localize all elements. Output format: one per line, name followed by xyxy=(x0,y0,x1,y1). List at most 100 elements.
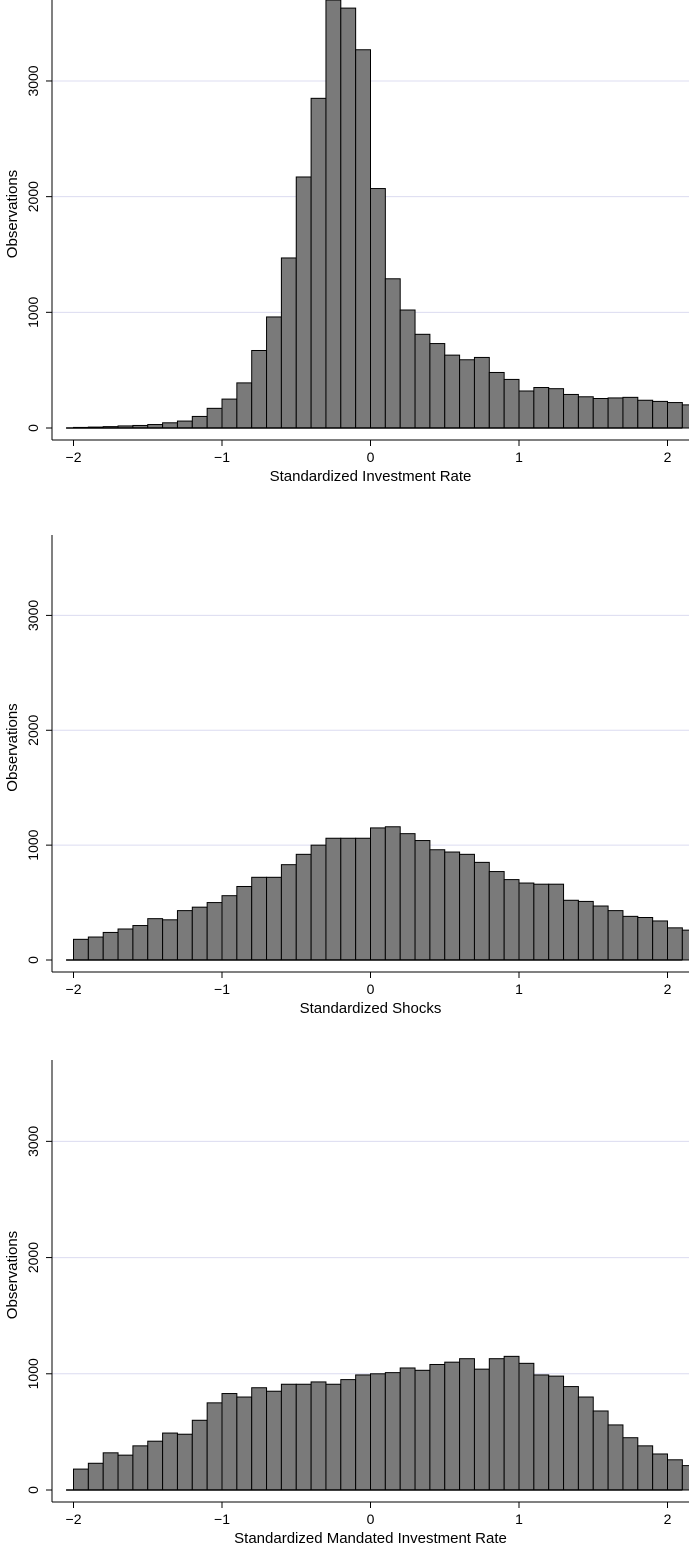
histogram-bar xyxy=(221,895,238,961)
y-tick-label: 2000 xyxy=(25,181,41,212)
y-axis-title: Observations xyxy=(4,703,21,791)
x-tick-label: 0 xyxy=(367,981,375,997)
histogram-bar xyxy=(325,837,342,961)
histogram-bar xyxy=(87,1462,104,1491)
histogram-bar xyxy=(87,936,104,961)
histogram-bar xyxy=(176,910,193,961)
histogram-bar xyxy=(681,1465,689,1491)
histogram-bar xyxy=(429,849,446,961)
y-tick-label: 1000 xyxy=(25,829,41,860)
histogram-bar xyxy=(325,1383,342,1491)
histogram-bar xyxy=(607,1424,624,1491)
histogram-bar xyxy=(622,396,639,429)
histogram-bar xyxy=(162,422,178,429)
histogram-bar xyxy=(429,1363,446,1491)
histogram-bar xyxy=(147,918,164,961)
x-tick-label: −1 xyxy=(214,1511,230,1527)
histogram-bar xyxy=(191,415,208,429)
histogram-bar xyxy=(117,928,134,961)
x-tick-label: −1 xyxy=(214,449,230,465)
x-axis-title: Standardized Mandated Investment Rate xyxy=(234,1530,507,1547)
histogram-bar xyxy=(444,1361,461,1491)
histogram-bar xyxy=(399,833,416,961)
histogram-bar xyxy=(251,876,268,961)
histogram-bar xyxy=(355,1374,371,1491)
histogram-bar xyxy=(176,420,193,429)
histogram-bar xyxy=(355,837,371,961)
histogram-bar xyxy=(444,851,461,961)
histogram-bar xyxy=(280,864,297,961)
histogram-bar xyxy=(459,359,475,429)
histogram-bar xyxy=(340,7,357,429)
histogram-bar xyxy=(667,402,683,429)
histogram-bar xyxy=(414,1369,431,1491)
histogram-bar xyxy=(310,1381,327,1491)
histogram-bar xyxy=(563,899,579,961)
histogram-bar xyxy=(414,840,431,961)
histogram-bar xyxy=(577,396,594,429)
histogram-bar xyxy=(429,343,446,429)
x-tick-label: 0 xyxy=(367,1511,375,1527)
histogram-bar xyxy=(221,398,238,429)
histogram-bar xyxy=(191,906,208,961)
histogram-bar xyxy=(592,905,609,961)
chart-panel-3: 0 1000 2000 3000 −2 −1 0 1 2 Standardized Mandate… xyxy=(4,1060,689,1547)
histogram-bar xyxy=(607,397,624,429)
histogram-bar xyxy=(473,356,490,429)
histogram-bar xyxy=(384,826,401,961)
histogram-bar xyxy=(73,938,89,961)
histogram-bar xyxy=(667,927,683,961)
histogram-bar xyxy=(236,1396,253,1491)
histogram-bar xyxy=(652,920,669,961)
histogram-bar xyxy=(132,1445,149,1491)
histogram-bar xyxy=(295,1383,312,1491)
histogram-bar xyxy=(503,378,520,429)
histogram-bar xyxy=(652,1453,669,1491)
histogram-bar xyxy=(473,861,490,961)
y-tick-label: 2000 xyxy=(25,1242,41,1273)
histogram-bar xyxy=(577,1396,594,1491)
histogram-bar xyxy=(370,1373,386,1491)
histogram-bar xyxy=(518,882,535,961)
histogram-bar xyxy=(295,176,312,429)
histogram-bar xyxy=(533,883,550,961)
histogram-bar xyxy=(206,407,223,429)
y-tick-label: 3000 xyxy=(25,65,41,96)
histogram-bar xyxy=(370,827,386,961)
histogram-bar xyxy=(622,915,639,961)
histogram-bar xyxy=(533,1374,550,1491)
histogram-bar xyxy=(191,1419,208,1491)
histogram-bar xyxy=(399,309,416,429)
histogram-bar xyxy=(266,316,282,429)
histogram-bar xyxy=(652,400,669,429)
histogram-bar xyxy=(503,879,520,961)
histogram-bar xyxy=(221,1393,238,1491)
x-tick-label: −2 xyxy=(66,449,82,465)
histogram-bar xyxy=(518,390,535,429)
histogram-bar xyxy=(310,844,327,961)
histogram-bar xyxy=(162,919,178,961)
histogram-bar xyxy=(414,333,431,429)
histogram-bar xyxy=(681,404,689,429)
y-tick-label: 0 xyxy=(25,956,41,964)
histogram-bar xyxy=(206,902,223,961)
histogram-bar xyxy=(637,1445,654,1491)
y-tick-label: 0 xyxy=(25,424,41,432)
histogram-bar xyxy=(162,1432,178,1491)
histogram-bar xyxy=(102,1452,119,1491)
histogram-bar xyxy=(548,388,565,429)
x-tick-label: 2 xyxy=(664,981,672,997)
histogram-bar xyxy=(206,1402,223,1491)
histogram-bar xyxy=(117,1454,134,1491)
histogram-bar xyxy=(548,883,565,961)
histogram-bar xyxy=(176,1433,193,1491)
y-tick-label: 3000 xyxy=(25,600,41,631)
histogram-bar xyxy=(251,1387,268,1491)
histogram-bar xyxy=(370,188,386,429)
histogram-bar xyxy=(251,349,268,429)
y-tick-label: 1000 xyxy=(25,297,41,328)
histogram-bar xyxy=(459,1358,475,1491)
x-tick-label: 1 xyxy=(515,981,523,997)
histogram-bar xyxy=(488,1358,505,1491)
